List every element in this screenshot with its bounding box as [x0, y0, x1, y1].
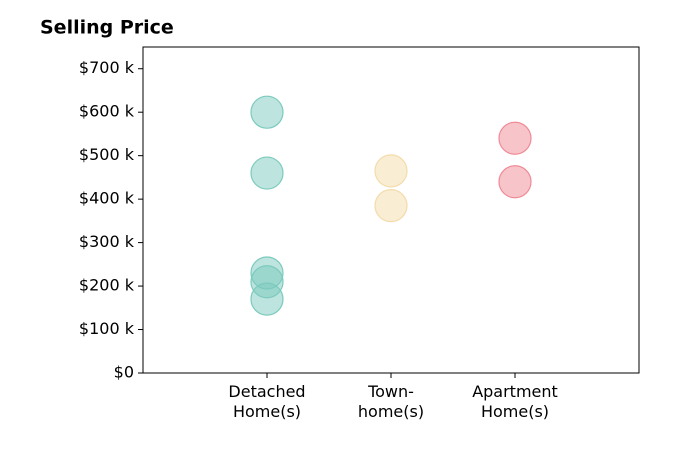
point	[498, 165, 532, 199]
chart-title: Selling Price	[40, 17, 174, 39]
point	[374, 154, 408, 188]
y-tick-label: $400 k	[79, 189, 135, 208]
point	[250, 156, 284, 190]
y-tick-label: $200 k	[79, 276, 135, 295]
x-tick-label: Detached Home(s)	[228, 382, 305, 421]
point	[250, 95, 284, 129]
y-tick-label: $300 k	[79, 232, 135, 251]
point	[250, 282, 284, 316]
y-tick-label: $700 k	[79, 58, 135, 77]
y-tick-label: $100 k	[79, 319, 135, 338]
point	[498, 121, 532, 155]
x-tick-label: Apartment Home(s)	[472, 382, 558, 421]
point	[374, 189, 408, 223]
y-tick-label: $500 k	[79, 145, 135, 164]
x-tick-label: Town-home(s)	[358, 382, 424, 421]
y-tick-label: $0	[114, 363, 134, 382]
y-tick-label: $600 k	[79, 102, 135, 121]
